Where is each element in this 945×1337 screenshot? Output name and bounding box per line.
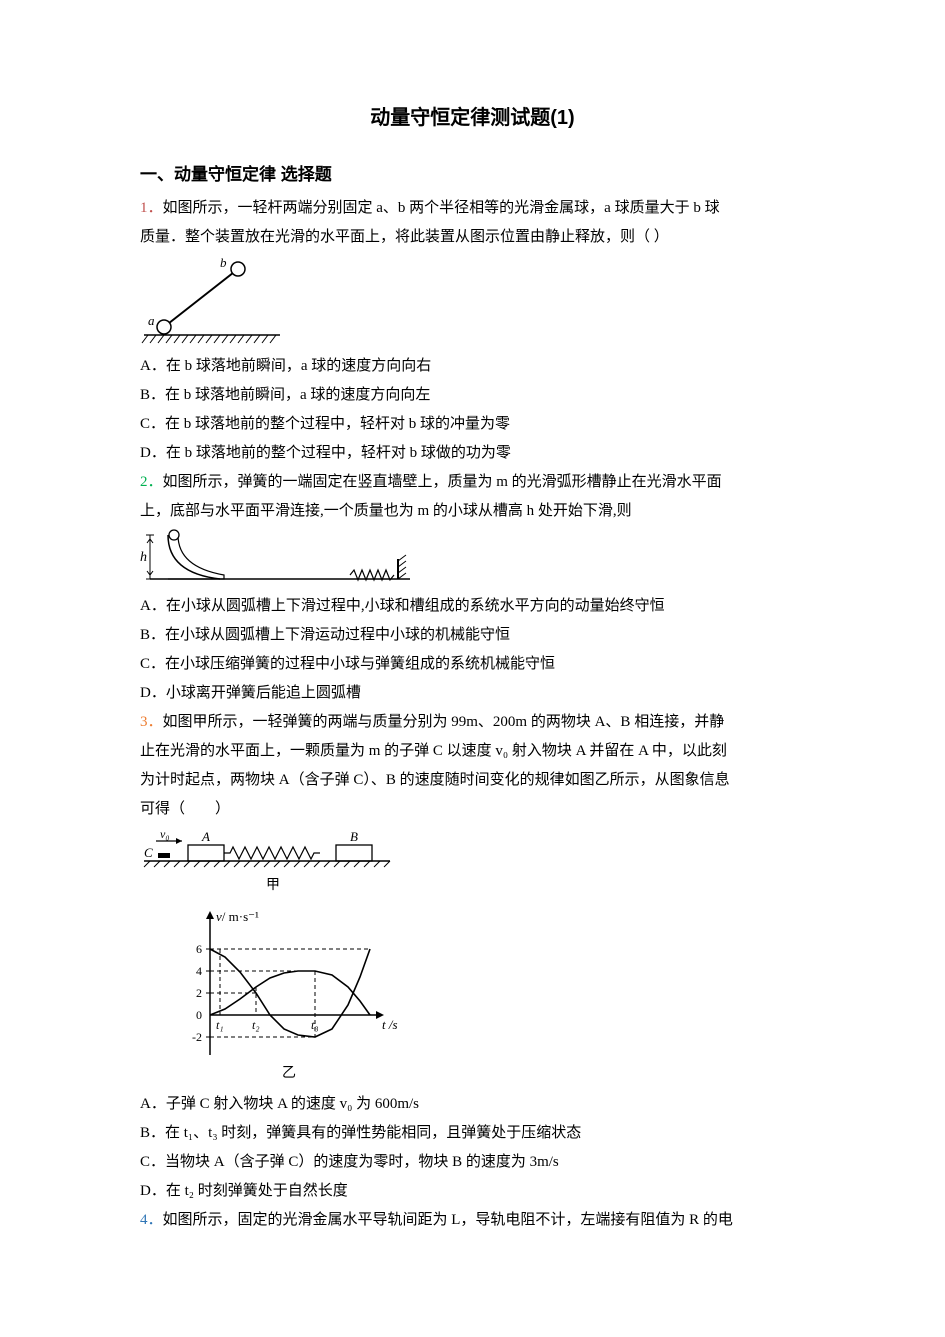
question-2-line-0: 如图所示，弹簧的一端固定在竖直墙壁上，质量为 m 的光滑弧形槽静止在光滑水平面 [163,474,722,490]
ylabel: v/ m·s⁻¹ [216,909,259,924]
q2-opt-b: B．在小球从圆弧槽上下滑运动过程中小球的机械能守恒 [140,622,805,649]
label-A: A [201,829,210,844]
xlabel: t /s [382,1017,398,1032]
q2-opt-c: C．在小球压缩弹簧的过程中小球与弹簧组成的系统机械能守恒 [140,651,805,678]
label-h: h [140,550,147,565]
q2-opt-d: D．小球离开弹簧后能追上圆弧槽 [140,680,805,707]
figure-spring-blocks-svg: C v₀ A B [140,827,410,899]
ytick-4: 4 [196,964,202,978]
figure-arc-spring: h [140,529,805,587]
q3-opt-c: C．当物块 A（含子弹 C）的速度为零时，物块 B 的速度为 3m/s [140,1149,805,1176]
question-3-line-1: 止在光滑的水平面上，一颗质量为 m 的子弹 C 以速度 v₀ 射入物块 A 并留… [140,738,805,765]
q1-opt-c: C．在 b 球落地前的整个过程中，轻杆对 b 球的冲量为零 [140,411,805,438]
question-3-line-0: 如图甲所示，一轻弹簧的两端与质量分别为 99m、200m 的两物块 A、B 相连… [163,714,725,730]
page-title: 动量守恒定律测试题(1) [140,100,805,136]
question-1-line-0: 如图所示，一轻杆两端分别固定 a、b 两个半径相等的光滑金属球，a 球质量大于 … [163,200,720,216]
label-B: B [350,829,358,844]
question-3-line-3: 可得（ ） [140,796,805,823]
xtick-t3: t₃ [311,1018,319,1032]
caption-jia: 甲 [266,878,280,893]
label-a: a [148,313,155,328]
question-2-line-1: 上，底部与水平面平滑连接,一个质量也为 m 的小球从槽高 h 处开始下滑,则 [140,498,805,525]
question-1-line-1: 质量．整个装置放在光滑的水平面上，将此装置从图示位置由静止释放，则（ ） [140,224,805,251]
page: 动量守恒定律测试题(1) 一、动量守恒定律 选择题 1．如图所示，一轻杆两端分别… [0,0,945,1296]
figure-arc-spring-svg: h [140,529,420,587]
q3-opt-b: B．在 t₁、t₃ 时刻，弹簧具有的弹性势能相同，且弹簧处于压缩状态 [140,1120,805,1147]
xtick-t2: t₂ [252,1018,260,1032]
figure-rod-balls-svg: a b [140,255,290,347]
label-v0: v₀ [160,827,170,841]
q1-opt-d: D．在 b 球落地前的整个过程中，轻杆对 b 球做的功为零 [140,440,805,467]
question-3: 3．如图甲所示，一轻弹簧的两端与质量分别为 99m、200m 的两物块 A、B … [140,709,805,736]
figure-vt-chart-svg: 6 4 2 0 -2 v/ m·s⁻¹ t /s [170,905,410,1085]
q1-opt-a: A．在 b 球落地前瞬间，a 球的速度方向向右 [140,353,805,380]
label-b: b [220,255,227,270]
caption-yi: 乙 [282,1065,296,1081]
figure-vt-chart: 6 4 2 0 -2 v/ m·s⁻¹ t /s [170,905,805,1085]
question-2: 2．如图所示，弹簧的一端固定在竖直墙壁上，质量为 m 的光滑弧形槽静止在光滑水平… [140,469,805,496]
ytick-neg2: -2 [192,1030,202,1044]
ytick-6: 6 [196,942,202,956]
question-3-line-2: 为计时起点，两物块 A（含子弹 C）、B 的速度随时间变化的规律如图乙所示，从图… [140,767,805,794]
q3-opt-d: D．在 t₂ 时刻弹簧处于自然长度 [140,1178,805,1205]
question-3-num: 3． [140,714,163,730]
question-4: 4．如图所示，固定的光滑金属水平导轨间距为 L，导轨电阻不计，左端接有阻值为 R… [140,1207,805,1234]
question-4-line-0: 如图所示，固定的光滑金属水平导轨间距为 L，导轨电阻不计，左端接有阻值为 R 的… [163,1212,733,1228]
question-1-num: 1． [140,200,163,216]
figure-spring-blocks: C v₀ A B [140,827,805,899]
xtick-t1: t₁ [216,1018,224,1032]
section-heading: 一、动量守恒定律 选择题 [140,160,805,191]
ytick-2: 2 [196,986,202,1000]
question-1: 1．如图所示，一轻杆两端分别固定 a、b 两个半径相等的光滑金属球，a 球质量大… [140,195,805,222]
q1-opt-b: B．在 b 球落地前瞬间，a 球的速度方向向左 [140,382,805,409]
figure-rod-balls: a b [140,255,805,347]
question-4-num: 4． [140,1212,163,1228]
q3-opt-a: A．子弹 C 射入物块 A 的速度 v₀ 为 600m/s [140,1091,805,1118]
q2-opt-a: A．在小球从圆弧槽上下滑过程中,小球和槽组成的系统水平方向的动量始终守恒 [140,593,805,620]
ytick-0: 0 [196,1008,202,1022]
question-2-num: 2． [140,474,163,490]
label-c: C [144,845,153,860]
